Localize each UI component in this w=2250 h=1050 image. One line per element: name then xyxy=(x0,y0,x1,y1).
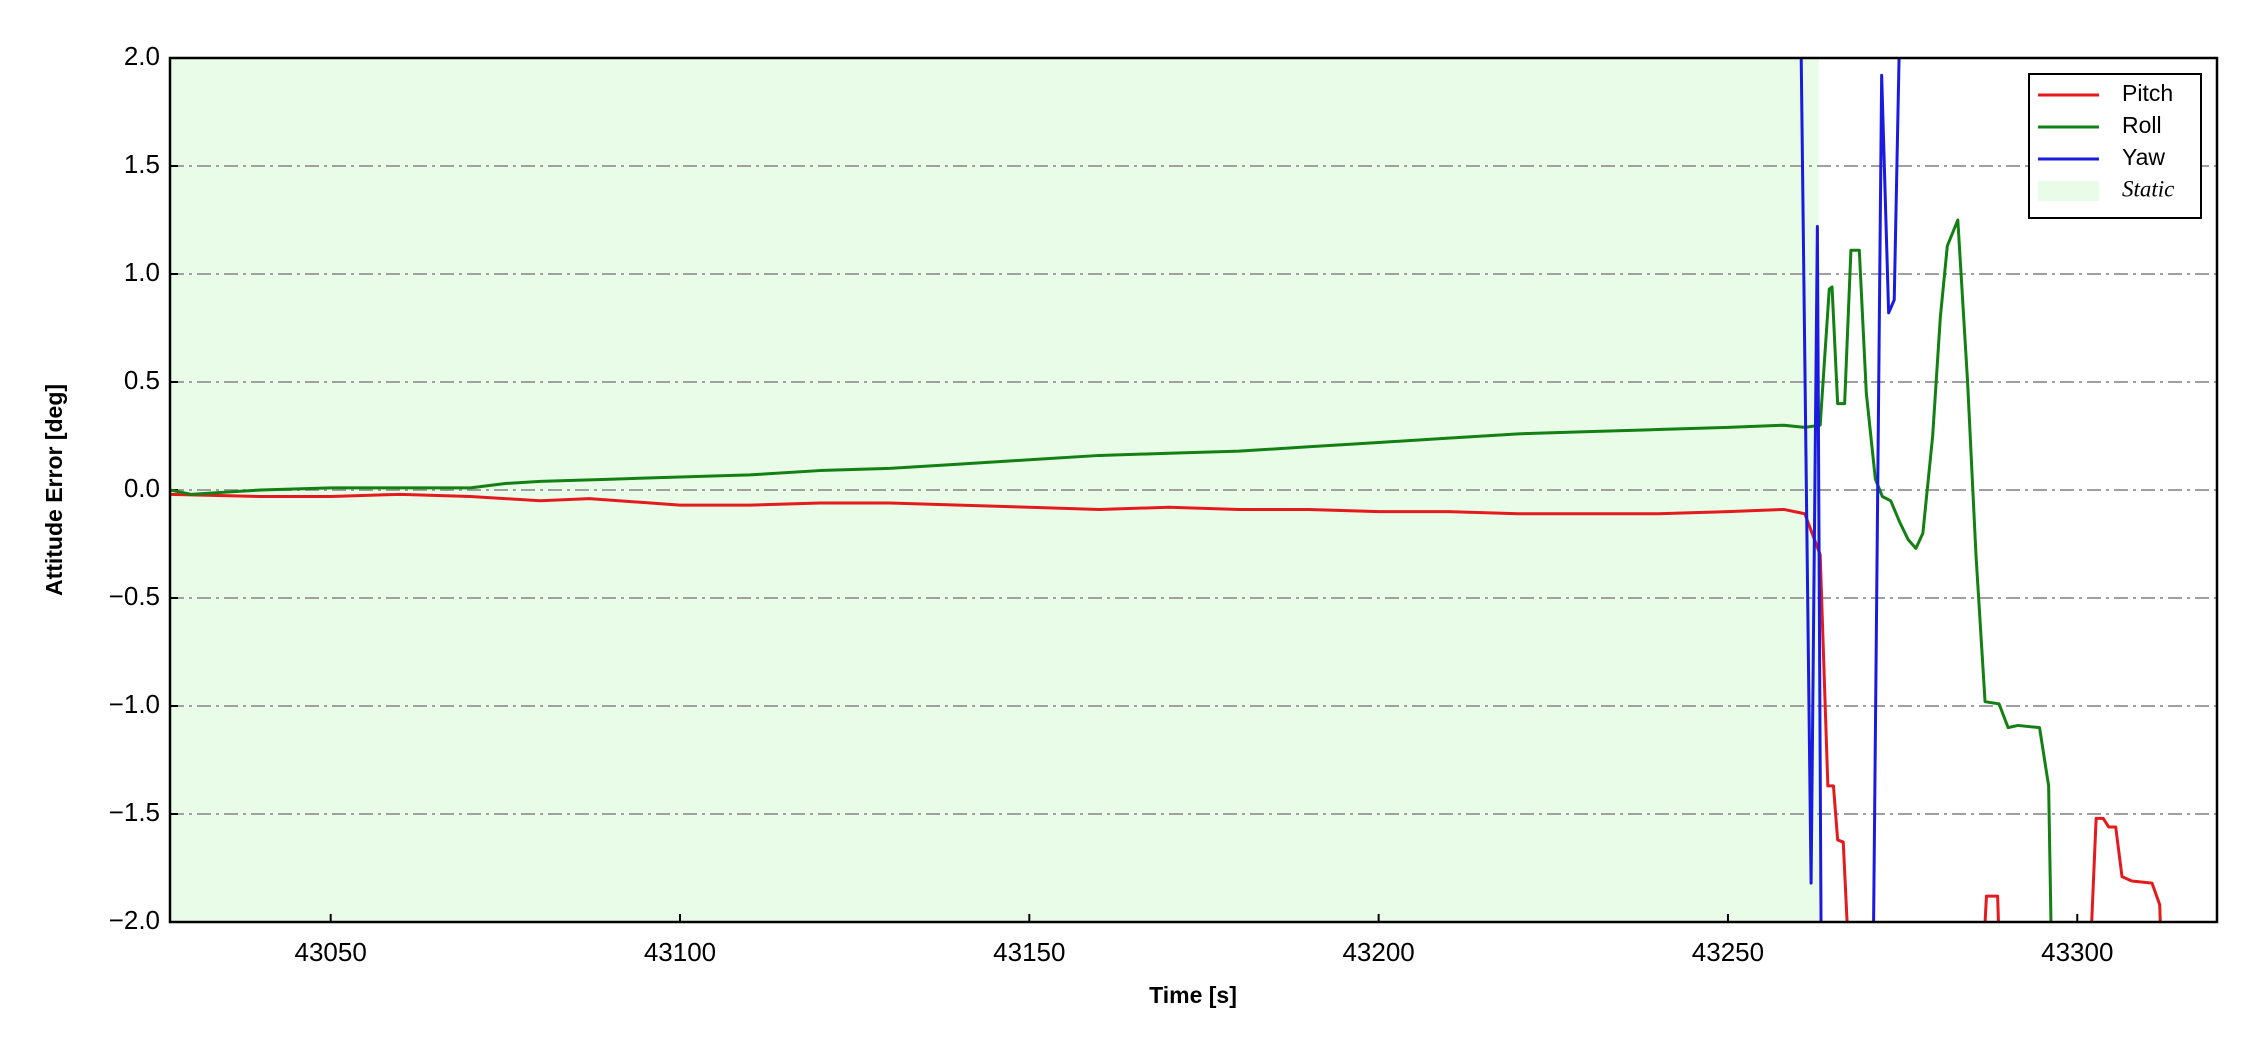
legend-label: Roll xyxy=(2122,112,2162,138)
x-tick-label: 43050 xyxy=(295,937,367,967)
y-tick-label: 0.0 xyxy=(124,473,160,503)
y-tick-label: 0.5 xyxy=(124,365,160,395)
y-tick-label: −0.5 xyxy=(109,581,160,611)
y-tick-label: −2.0 xyxy=(109,905,160,935)
x-tick-label: 43250 xyxy=(1692,937,1764,967)
x-tick-label: 43300 xyxy=(2041,937,2113,967)
y-tick-label: 2.0 xyxy=(124,41,160,71)
x-tick-label: 43200 xyxy=(1342,937,1414,967)
y-axis-label: Attitude Error [deg] xyxy=(41,384,67,596)
y-tick-label: 1.5 xyxy=(124,149,160,179)
x-tick-label: 43100 xyxy=(644,937,716,967)
legend: Pitch Roll Yaw Static xyxy=(2028,73,2202,219)
legend-label: Yaw xyxy=(2122,144,2165,170)
y-tick-label: −1.5 xyxy=(109,797,160,827)
legend-swatch xyxy=(2038,181,2099,201)
series-line xyxy=(1799,58,1901,922)
series-line xyxy=(170,218,2053,922)
y-tick-label: 1.0 xyxy=(124,257,160,287)
x-tick-label: 43150 xyxy=(993,937,1065,967)
legend-label: Pitch xyxy=(2122,80,2173,106)
plot-frame xyxy=(168,56,2219,924)
series-line xyxy=(170,492,2162,922)
legend-label: Static xyxy=(2122,176,2174,201)
y-tick-label: −1.0 xyxy=(109,689,160,719)
x-axis-label: Time [s] xyxy=(1149,982,1237,1008)
